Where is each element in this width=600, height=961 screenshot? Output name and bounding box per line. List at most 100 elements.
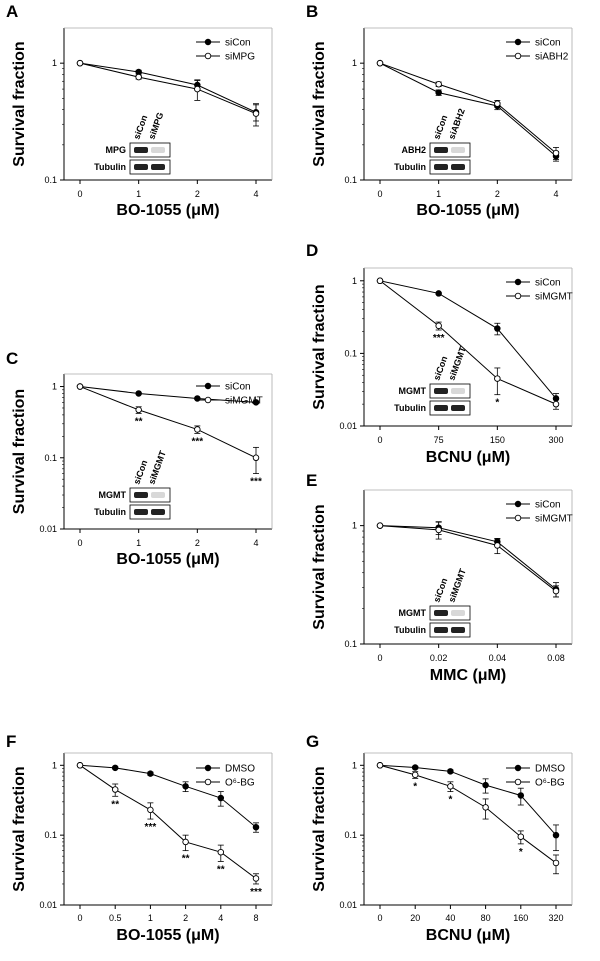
significance-marker: ***	[145, 822, 157, 833]
data-point	[435, 89, 442, 96]
blot-row-label: Tubulin	[94, 507, 126, 517]
y-axis-label: Survival fraction	[311, 766, 328, 891]
data-point	[182, 783, 189, 790]
x-tick-label: 320	[548, 913, 563, 923]
blot-band	[134, 492, 148, 498]
series-line	[379, 764, 557, 864]
data-point	[494, 542, 501, 549]
blot-band	[451, 388, 465, 394]
legend-label: siCon	[535, 500, 561, 511]
blot-lane-label: siMPG	[146, 111, 165, 141]
data-point	[494, 325, 501, 332]
x-tick-label: 0.04	[489, 653, 507, 663]
series-treatment	[76, 59, 260, 127]
significance-marker: **	[135, 416, 143, 427]
x-axis-label: BO-1055 (μM)	[116, 551, 219, 568]
y-axis-label: Survival fraction	[11, 766, 28, 891]
y-tick-label: 0.1	[344, 348, 357, 358]
blot-row-label: MGMT	[99, 490, 127, 500]
y-tick-label: 0.1	[344, 175, 357, 185]
blot-row-label: MGMT	[399, 608, 427, 618]
panel-f: F 1 0.1 0.01 0 0.5 1 2 4 8 BO-1055 (μM) Survival fr…	[6, 732, 273, 944]
data-point	[147, 806, 154, 814]
y-tick-label: 0.1	[344, 639, 357, 649]
legend-marker	[204, 764, 212, 772]
x-tick-label: 0	[77, 913, 82, 923]
data-point	[252, 454, 260, 462]
data-point	[194, 426, 201, 433]
blot-band	[134, 164, 148, 170]
x-tick-label: 0	[77, 189, 82, 199]
blot-band	[451, 610, 465, 616]
y-tick-label: 1	[52, 760, 57, 770]
legend: siCon siMGMT	[506, 500, 573, 525]
blot-band	[434, 164, 448, 170]
x-tick-label: 0	[377, 189, 382, 199]
legend-marker	[514, 778, 522, 786]
blot-row-label: Tubulin	[94, 162, 126, 172]
legend-label: siCon	[225, 382, 251, 393]
series-line	[379, 62, 557, 157]
legend-label: siMGMT	[535, 514, 573, 525]
legend: DMSO O⁶-BG	[506, 764, 565, 789]
blot-band	[151, 509, 165, 515]
data-point	[217, 848, 225, 856]
series-line	[79, 386, 257, 459]
y-tick-label: 0.01	[339, 421, 357, 431]
series-treatment	[376, 277, 560, 410]
x-tick-label: 40	[445, 913, 455, 923]
blot-frame	[429, 605, 471, 621]
y-tick-label: 0.1	[44, 830, 57, 840]
legend-marker	[514, 278, 522, 286]
blot-band	[151, 492, 165, 498]
data-point	[135, 390, 142, 397]
legend-label: siCon	[535, 278, 561, 289]
legend: siCon siMGMT	[506, 278, 573, 303]
x-tick-label: 2	[183, 913, 188, 923]
y-tick-label: 0.01	[339, 900, 357, 910]
x-tick-label: 20	[410, 913, 420, 923]
panel-letter: A	[6, 2, 18, 21]
data-point	[76, 59, 84, 67]
series-line	[79, 62, 257, 115]
blot-band	[151, 147, 165, 153]
x-tick-label: 1	[136, 538, 141, 548]
legend: DMSO O⁶-BG	[196, 764, 255, 789]
legend-label: O⁶-BG	[225, 778, 255, 789]
blot-band	[451, 164, 465, 170]
blot-frame	[129, 159, 171, 175]
data-point	[494, 100, 501, 107]
series-treatment	[376, 59, 560, 160]
blot-row-label: MPG	[105, 145, 126, 155]
legend-label: siCon	[225, 38, 251, 49]
legend-marker	[514, 52, 522, 60]
legend-label: O⁶-BG	[535, 778, 565, 789]
series-line	[379, 280, 557, 405]
blot-lane-label: siMGMT	[146, 449, 168, 486]
series-line	[379, 525, 557, 592]
y-axis-label: Survival fraction	[11, 389, 28, 514]
data-point	[482, 781, 489, 789]
y-tick-label: 0.01	[39, 900, 57, 910]
panel-letter: D	[306, 241, 318, 260]
x-axis-label: BCNU (μM)	[426, 927, 510, 944]
legend: siCon siMPG	[196, 38, 255, 63]
panel-c: C 1 0.1 0.01 0 1 2 4 BO-1055 (μM) Survival fracti…	[6, 349, 273, 568]
blot-band	[134, 147, 148, 153]
panel-a: A 1 0.1 0 1 2 4 BO-1055 (μM) Survival fraction si…	[6, 2, 273, 219]
y-tick-label: 0.01	[39, 524, 57, 534]
series-line	[79, 386, 257, 403]
x-tick-label: 2	[195, 189, 200, 199]
legend-marker	[204, 396, 212, 404]
blot-band	[451, 627, 465, 633]
legend-label: DMSO	[225, 764, 255, 775]
data-point	[376, 59, 384, 67]
panel-g: G 1 0.1 0.01 0 20 40 80 160 320 BCNU (μM) Survival …	[306, 732, 573, 944]
data-point	[135, 406, 142, 414]
legend: siCon siMGMT	[196, 382, 263, 407]
y-tick-label: 0.1	[344, 830, 357, 840]
y-tick-label: 1	[352, 276, 357, 286]
